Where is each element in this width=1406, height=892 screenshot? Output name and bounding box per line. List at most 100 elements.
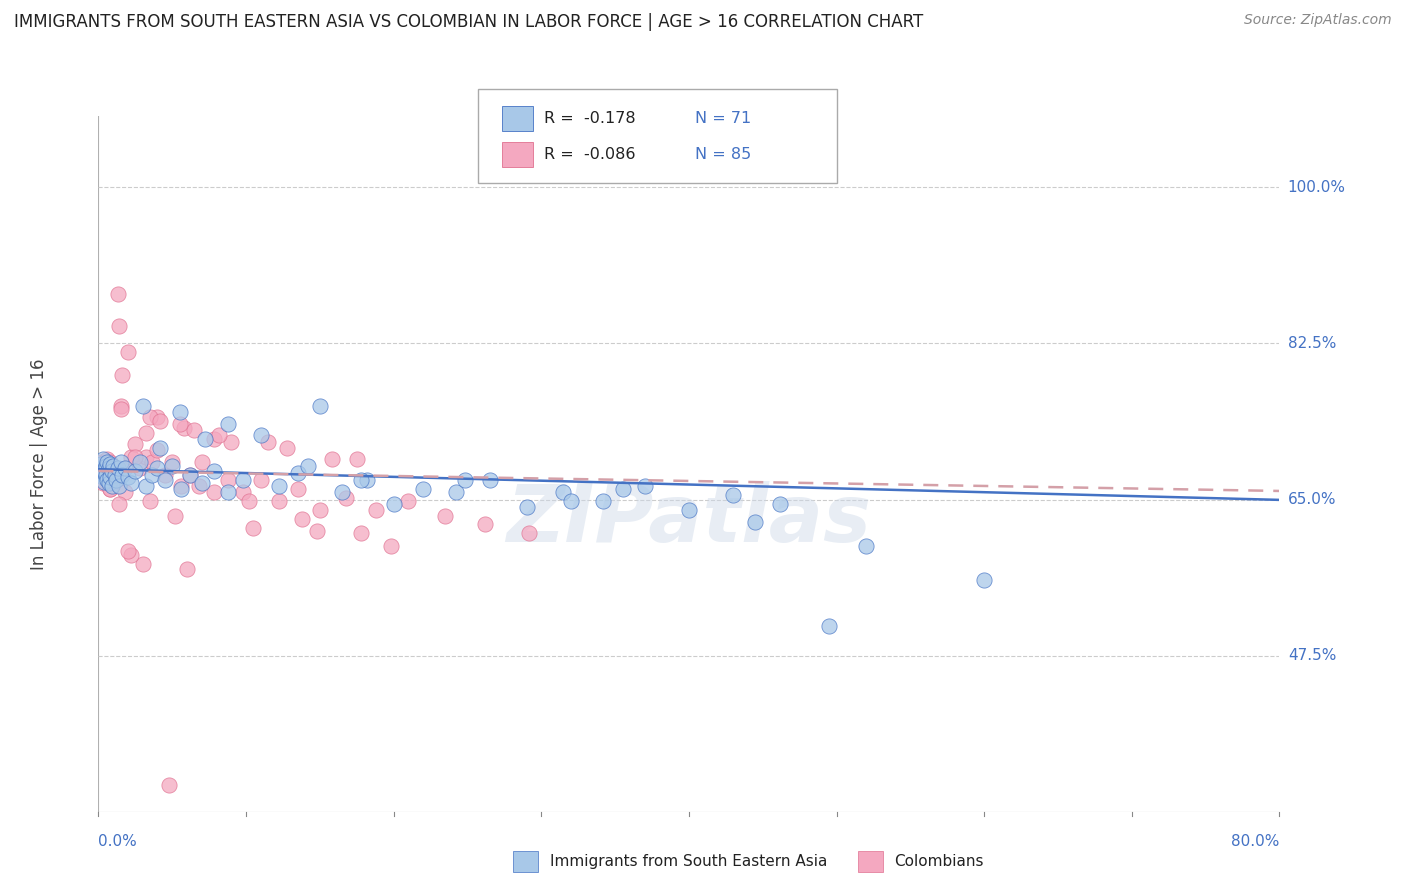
Point [108, 479, 131, 493]
Point [350, 526, 373, 541]
Point [90, 455, 112, 469]
Point [91, 470, 114, 484]
Point [973, 573, 995, 587]
Point [105, 461, 128, 475]
Point [330, 485, 353, 500]
Point [96, 473, 118, 487]
Point [97, 458, 120, 473]
Point [94, 467, 117, 482]
Point [108, 497, 131, 511]
Text: R =  -0.086: R = -0.086 [544, 147, 636, 161]
Point [287, 482, 309, 496]
Point [132, 399, 155, 413]
Point [179, 467, 201, 482]
Point [191, 455, 214, 469]
Point [291, 512, 314, 526]
Point [434, 508, 457, 523]
Text: Immigrants from South Eastern Asia: Immigrants from South Eastern Asia [550, 855, 827, 869]
Point [191, 476, 214, 491]
Point [117, 544, 139, 558]
Point [744, 515, 766, 529]
Point [128, 455, 150, 469]
Point [453, 473, 475, 487]
Point [183, 423, 205, 437]
Point [124, 437, 146, 451]
Text: Colombians: Colombians [894, 855, 984, 869]
Point [97, 476, 120, 491]
Point [208, 428, 231, 442]
Point [474, 517, 496, 532]
Point [146, 443, 169, 458]
Point [120, 450, 142, 464]
Point [515, 500, 537, 514]
Point [380, 539, 402, 553]
Point [217, 485, 239, 500]
Point [149, 441, 172, 455]
Text: N = 85: N = 85 [695, 147, 751, 161]
Point [100, 464, 122, 478]
Point [179, 467, 201, 482]
Point [91, 452, 114, 467]
Text: 0.0%: 0.0% [98, 834, 138, 849]
Point [114, 461, 136, 475]
Point [132, 557, 155, 571]
Point [98, 482, 121, 496]
Point [139, 410, 162, 425]
Point [98, 482, 121, 496]
Point [98, 457, 121, 471]
Point [162, 458, 183, 473]
Text: IMMIGRANTS FROM SOUTH EASTERN ASIA VS COLOMBIAN IN LABOR FORCE | AGE > 16 CORREL: IMMIGRANTS FROM SOUTH EASTERN ASIA VS CO… [14, 13, 924, 31]
Point [96, 452, 118, 467]
Point [818, 619, 841, 633]
Point [519, 526, 541, 541]
Point [124, 464, 146, 478]
Point [117, 345, 139, 359]
Point [114, 485, 136, 500]
Point [97, 476, 120, 491]
Point [100, 479, 122, 493]
Point [769, 497, 792, 511]
Point [276, 441, 298, 455]
Point [124, 450, 146, 464]
Point [194, 432, 217, 446]
Point [356, 473, 378, 487]
Point [110, 401, 132, 416]
Point [267, 479, 290, 493]
Point [91, 464, 114, 478]
Point [111, 368, 134, 382]
Point [173, 421, 195, 435]
Text: 82.5%: 82.5% [1288, 336, 1336, 351]
Point [153, 473, 176, 487]
Point [107, 287, 129, 301]
Point [120, 548, 142, 562]
Text: 80.0%: 80.0% [1232, 834, 1279, 849]
Point [90, 457, 112, 471]
Point [135, 425, 157, 440]
Point [139, 494, 162, 508]
Point [103, 476, 125, 491]
Point [97, 461, 120, 475]
Point [169, 417, 191, 431]
Point [117, 470, 139, 484]
Text: Source: ZipAtlas.com: Source: ZipAtlas.com [1244, 13, 1392, 28]
Point [89, 466, 111, 480]
Point [250, 473, 273, 487]
Point [93, 464, 115, 478]
Point [169, 405, 191, 419]
Point [396, 494, 419, 508]
Point [110, 455, 132, 469]
Point [94, 458, 117, 473]
Point [364, 503, 387, 517]
Text: ZIPatlas: ZIPatlas [506, 481, 872, 558]
Point [478, 473, 501, 487]
Point [135, 450, 157, 464]
Point [560, 494, 582, 508]
Point [612, 482, 634, 496]
Point [135, 479, 157, 493]
Point [267, 494, 290, 508]
Point [89, 467, 111, 482]
Point [128, 461, 150, 475]
Point [721, 488, 744, 502]
Point [107, 461, 129, 475]
Point [108, 318, 131, 333]
